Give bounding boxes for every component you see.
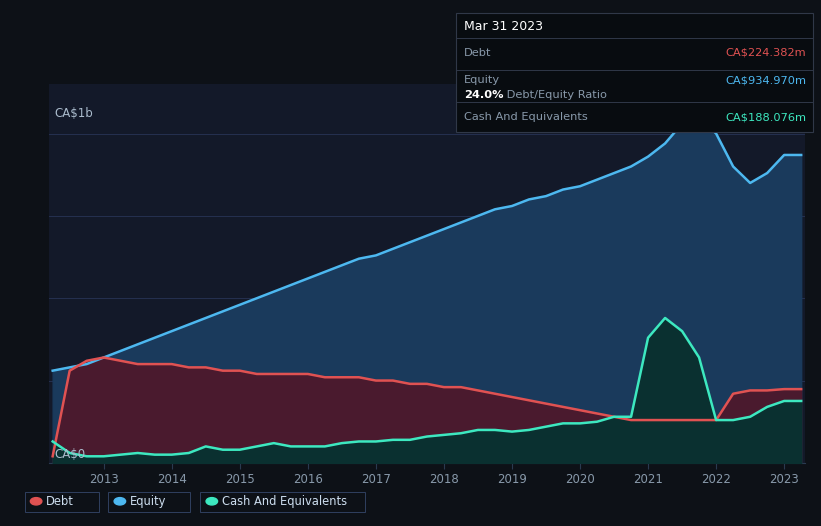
Text: CA$1b: CA$1b — [55, 107, 94, 120]
Text: CA$188.076m: CA$188.076m — [725, 112, 806, 123]
Text: Cash And Equivalents: Cash And Equivalents — [222, 495, 346, 508]
Text: 24.0%: 24.0% — [464, 89, 503, 100]
Text: CA$224.382m: CA$224.382m — [726, 47, 806, 58]
Text: CA$934.970m: CA$934.970m — [725, 75, 806, 86]
Text: CA$0: CA$0 — [55, 448, 86, 461]
Text: Equity: Equity — [464, 75, 500, 86]
Text: Cash And Equivalents: Cash And Equivalents — [464, 112, 588, 123]
Text: Debt: Debt — [46, 495, 74, 508]
Text: Debt: Debt — [464, 47, 491, 58]
Text: Debt/Equity Ratio: Debt/Equity Ratio — [503, 89, 608, 100]
Text: Equity: Equity — [130, 495, 166, 508]
Text: Mar 31 2023: Mar 31 2023 — [464, 20, 543, 33]
